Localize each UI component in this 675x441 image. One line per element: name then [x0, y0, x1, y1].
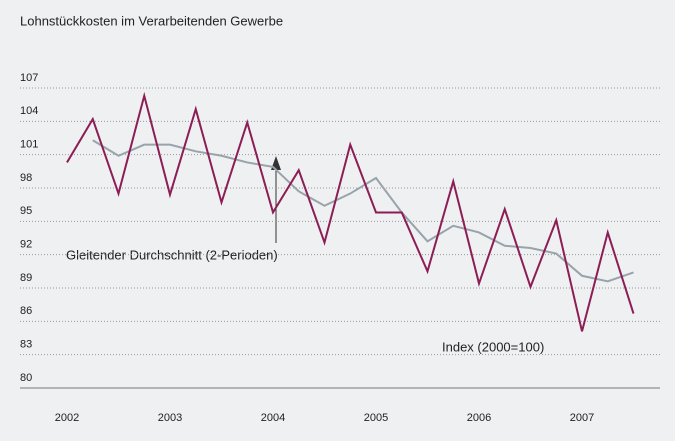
annotation: Gleitender Durchschnitt (2-Perioden) [66, 247, 278, 262]
y-tick-label: 86 [20, 305, 32, 317]
x-tick-label: 2003 [158, 412, 182, 424]
series-line [92, 139, 634, 283]
y-tick-label: 95 [20, 205, 32, 217]
y-tick-label: 98 [20, 172, 32, 184]
annotation-arrowhead [271, 156, 281, 170]
series-line [66, 91, 635, 332]
x-tick-label: 2006 [467, 412, 491, 424]
y-tick-label: 107 [20, 72, 38, 84]
y-tick-label: 104 [20, 105, 38, 117]
x-tick-label: 2005 [364, 412, 388, 424]
y-tick-label: 83 [20, 339, 32, 351]
x-tick-label: 2007 [570, 412, 594, 424]
annotation: Index (2000=100) [442, 339, 544, 354]
y-tick-label: 101 [20, 139, 38, 151]
y-tick-label: 80 [20, 372, 32, 384]
y-tick-label: 92 [20, 239, 32, 251]
y-tick-label: 89 [20, 272, 32, 284]
x-tick-label: 2004 [261, 412, 285, 424]
chart-title: Lohnstückkosten im Verarbeitenden Gewerb… [20, 13, 283, 28]
x-tick-label: 2002 [55, 412, 79, 424]
